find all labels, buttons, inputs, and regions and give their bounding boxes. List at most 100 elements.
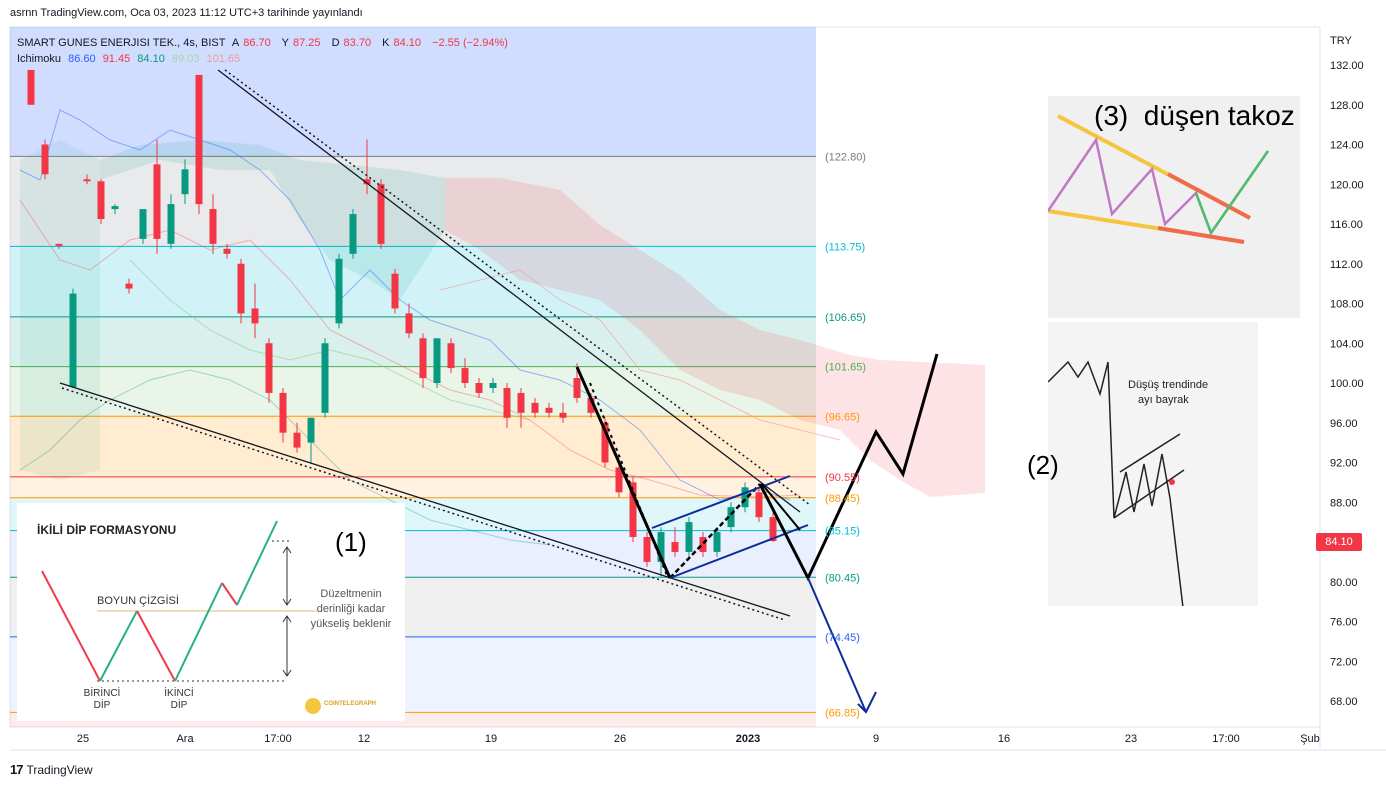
projection-path bbox=[758, 353, 939, 582]
candle[interactable] bbox=[699, 532, 707, 557]
falling-wedge-inset: (3) düşen takoz bbox=[1048, 96, 1300, 318]
candle[interactable] bbox=[209, 194, 217, 254]
candle[interactable] bbox=[643, 532, 651, 567]
candle-body bbox=[447, 343, 455, 369]
candle[interactable] bbox=[461, 358, 469, 388]
candle[interactable] bbox=[685, 517, 693, 557]
footer: 17 TradingView bbox=[10, 762, 93, 777]
wedge-upper-red bbox=[1167, 172, 1251, 220]
candle[interactable] bbox=[727, 502, 735, 533]
candle[interactable] bbox=[139, 209, 147, 244]
candle[interactable] bbox=[405, 303, 413, 339]
candle-body bbox=[307, 417, 315, 443]
price-tick-label: 96.00 bbox=[1330, 418, 1358, 430]
candle-body bbox=[531, 402, 539, 413]
candle[interactable] bbox=[279, 387, 287, 443]
alt-projection bbox=[807, 577, 867, 713]
candle[interactable] bbox=[321, 338, 329, 418]
time-axis[interactable]: 25 Ara 17:00 12 19 26 2023 9 16 23 17:00 Şub bbox=[77, 733, 1320, 745]
candle[interactable] bbox=[307, 417, 315, 463]
candle[interactable] bbox=[223, 243, 231, 259]
candle[interactable] bbox=[27, 69, 35, 105]
lower-trendline-dotted bbox=[61, 387, 786, 621]
candle[interactable] bbox=[517, 387, 525, 428]
ichimoku-conversion: 86.60 bbox=[68, 53, 96, 65]
candle[interactable] bbox=[237, 258, 245, 324]
candle-body bbox=[629, 482, 637, 538]
price-tick-label: 100.00 bbox=[1330, 378, 1364, 390]
candle[interactable] bbox=[419, 333, 427, 388]
candles[interactable] bbox=[27, 69, 777, 577]
arrowhead-up-2 bbox=[282, 615, 292, 623]
ichimoku-lead-a: 89.03 bbox=[171, 53, 200, 65]
candle-body bbox=[139, 209, 147, 239]
double-bottom-title: İKİLİ DİP FORMASYONU bbox=[37, 523, 177, 537]
candle[interactable] bbox=[433, 338, 441, 388]
fib-level-label: (66.85) bbox=[825, 707, 860, 719]
candle[interactable] bbox=[349, 209, 357, 259]
candle[interactable] bbox=[475, 378, 483, 398]
candle[interactable] bbox=[181, 159, 189, 205]
arrowhead-down-2 bbox=[282, 669, 292, 677]
candle[interactable] bbox=[559, 402, 567, 423]
candle-body bbox=[685, 522, 693, 552]
candle[interactable] bbox=[41, 139, 49, 180]
ichimoku-label[interactable]: Ichimoku bbox=[17, 53, 62, 65]
candle[interactable] bbox=[489, 378, 497, 393]
legend-symbol[interactable]: SMART GUNES ENERJISI TEK., 4s, BIST bbox=[17, 37, 226, 49]
arrowhead-up bbox=[282, 546, 292, 554]
candle[interactable] bbox=[111, 204, 119, 215]
price-tick-label: 104.00 bbox=[1330, 338, 1364, 350]
candle[interactable] bbox=[167, 194, 175, 249]
candle[interactable] bbox=[615, 462, 623, 498]
candle-body bbox=[279, 392, 287, 433]
candle[interactable] bbox=[265, 338, 273, 403]
candle-body bbox=[349, 214, 357, 254]
depth-note: Düzeltmenin derinliği kadar yükseliş bek… bbox=[301, 587, 401, 632]
candle-body bbox=[419, 338, 427, 379]
candle[interactable] bbox=[125, 278, 133, 294]
candle[interactable] bbox=[447, 338, 455, 374]
candle[interactable] bbox=[741, 482, 749, 513]
fib-bands bbox=[10, 27, 816, 727]
price-tick-label: 116.00 bbox=[1330, 219, 1363, 231]
candle[interactable] bbox=[531, 397, 539, 418]
candle[interactable] bbox=[335, 253, 343, 329]
candle[interactable] bbox=[713, 527, 721, 557]
bear-flag-text-line1: Düşüş trendinde bbox=[1128, 379, 1209, 391]
candle[interactable] bbox=[153, 139, 161, 254]
footer-brand[interactable]: TradingView bbox=[26, 762, 93, 777]
fib-level-label: (106.65) bbox=[825, 312, 866, 324]
candle[interactable] bbox=[503, 383, 511, 428]
currency-label: TRY bbox=[1330, 35, 1352, 47]
arrowhead-down bbox=[282, 598, 292, 606]
time-tick-label: 12 bbox=[358, 733, 370, 745]
price-axis[interactable]: TRY 132.00 128.00 124.00 120.00 116.00 112.00… bbox=[1330, 35, 1364, 708]
candle[interactable] bbox=[391, 268, 399, 314]
candle[interactable] bbox=[251, 283, 259, 339]
candle-body bbox=[699, 537, 707, 552]
candle[interactable] bbox=[769, 512, 777, 542]
price-tick-label: 108.00 bbox=[1330, 299, 1364, 311]
neckline-label: BOYUN ÇİZGİSİ bbox=[97, 595, 179, 607]
candle[interactable] bbox=[657, 527, 665, 577]
candle[interactable] bbox=[293, 422, 301, 453]
candle[interactable] bbox=[69, 288, 77, 388]
candle[interactable] bbox=[601, 417, 609, 468]
tradingview-logo-icon[interactable]: 17 bbox=[10, 762, 24, 777]
candle[interactable] bbox=[195, 74, 203, 215]
candle[interactable] bbox=[83, 174, 91, 185]
candle[interactable] bbox=[671, 527, 679, 557]
candle[interactable] bbox=[97, 179, 105, 224]
candle[interactable] bbox=[545, 402, 553, 418]
candle[interactable] bbox=[363, 139, 371, 195]
candle[interactable] bbox=[755, 487, 763, 523]
candle[interactable] bbox=[55, 243, 63, 249]
candle[interactable] bbox=[377, 179, 385, 249]
price-tick-label: 68.00 bbox=[1330, 696, 1358, 708]
candle-body bbox=[209, 209, 217, 244]
bear-flag-lower bbox=[1113, 469, 1185, 519]
price-tick-label: 132.00 bbox=[1330, 60, 1364, 72]
upper-trendline bbox=[217, 69, 801, 513]
